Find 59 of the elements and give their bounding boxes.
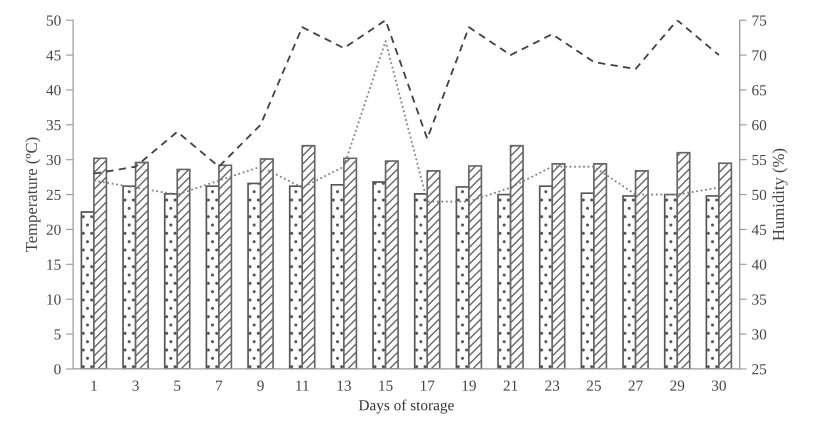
x-tick-label: 15 bbox=[379, 380, 393, 391]
y-tick-label: 10 bbox=[47, 294, 61, 305]
y-tick-label: 50 bbox=[46, 15, 61, 26]
y2-tick-label: 70 bbox=[752, 50, 766, 61]
bar bbox=[218, 164, 232, 369]
x-tick-label: 21 bbox=[504, 380, 518, 391]
y-tick-label: 15 bbox=[47, 260, 61, 270]
bar bbox=[176, 168, 191, 369]
y2-axis-title: Humidity (%) bbox=[772, 148, 788, 241]
line-series bbox=[92, 40, 720, 202]
y2-tick-label: 30 bbox=[752, 329, 766, 340]
bar bbox=[134, 162, 149, 369]
bar bbox=[301, 144, 316, 369]
x-tick-label: 27 bbox=[628, 380, 643, 391]
bar bbox=[260, 158, 274, 369]
bar bbox=[93, 157, 108, 369]
bar bbox=[634, 170, 649, 369]
y-tick-label: 25 bbox=[46, 190, 61, 200]
x-tick-label: 5 bbox=[174, 380, 180, 391]
x-tick-label: 11 bbox=[296, 380, 309, 391]
x-tick-label: 1 bbox=[91, 380, 97, 391]
bar bbox=[426, 170, 441, 369]
y-tick-label: 0 bbox=[54, 364, 61, 374]
x-tick-label: 17 bbox=[420, 380, 434, 391]
bar bbox=[384, 160, 399, 369]
x-tick-label: 23 bbox=[545, 380, 560, 391]
x-tick-label: 25 bbox=[586, 380, 601, 391]
y2-tick-label: 25 bbox=[752, 364, 766, 374]
bar bbox=[468, 165, 482, 369]
y-tick-label: 35 bbox=[46, 120, 61, 130]
y-tick-label: 45 bbox=[46, 50, 61, 61]
y-tick-label: 5 bbox=[54, 329, 61, 340]
x-tick-label: 30 bbox=[712, 380, 726, 391]
bar bbox=[593, 163, 608, 369]
bar bbox=[551, 163, 566, 369]
bar bbox=[676, 152, 691, 369]
y2-tick-label: 35 bbox=[752, 294, 766, 305]
bar bbox=[343, 157, 358, 369]
y2-tick-label: 55 bbox=[752, 155, 766, 166]
y-tick-label: 30 bbox=[46, 154, 61, 166]
bar bbox=[510, 144, 524, 369]
x-tick-label: 13 bbox=[338, 380, 351, 391]
y2-tick-label: 60 bbox=[752, 120, 766, 130]
x-tick-label: 3 bbox=[132, 380, 139, 391]
y2-tick-label: 75 bbox=[752, 16, 766, 26]
y2-tick-label: 40 bbox=[752, 259, 766, 270]
x-tick-label: 9 bbox=[257, 380, 264, 391]
x-tick-label: 7 bbox=[216, 380, 222, 391]
x-tick-label: 29 bbox=[670, 380, 684, 391]
y-tick-label: 40 bbox=[46, 85, 61, 96]
y-axis-title: Temperature (ºC) bbox=[25, 138, 40, 252]
y2-tick-label: 45 bbox=[752, 224, 766, 235]
x-axis-title: Days of storage bbox=[358, 399, 454, 414]
line-series bbox=[92, 20, 720, 175]
y2-tick-label: 65 bbox=[752, 85, 766, 96]
y-tick-label: 20 bbox=[46, 224, 61, 235]
y2-tick-label: 50 bbox=[752, 190, 766, 200]
bar bbox=[718, 162, 732, 369]
x-tick-label: 19 bbox=[462, 380, 476, 391]
